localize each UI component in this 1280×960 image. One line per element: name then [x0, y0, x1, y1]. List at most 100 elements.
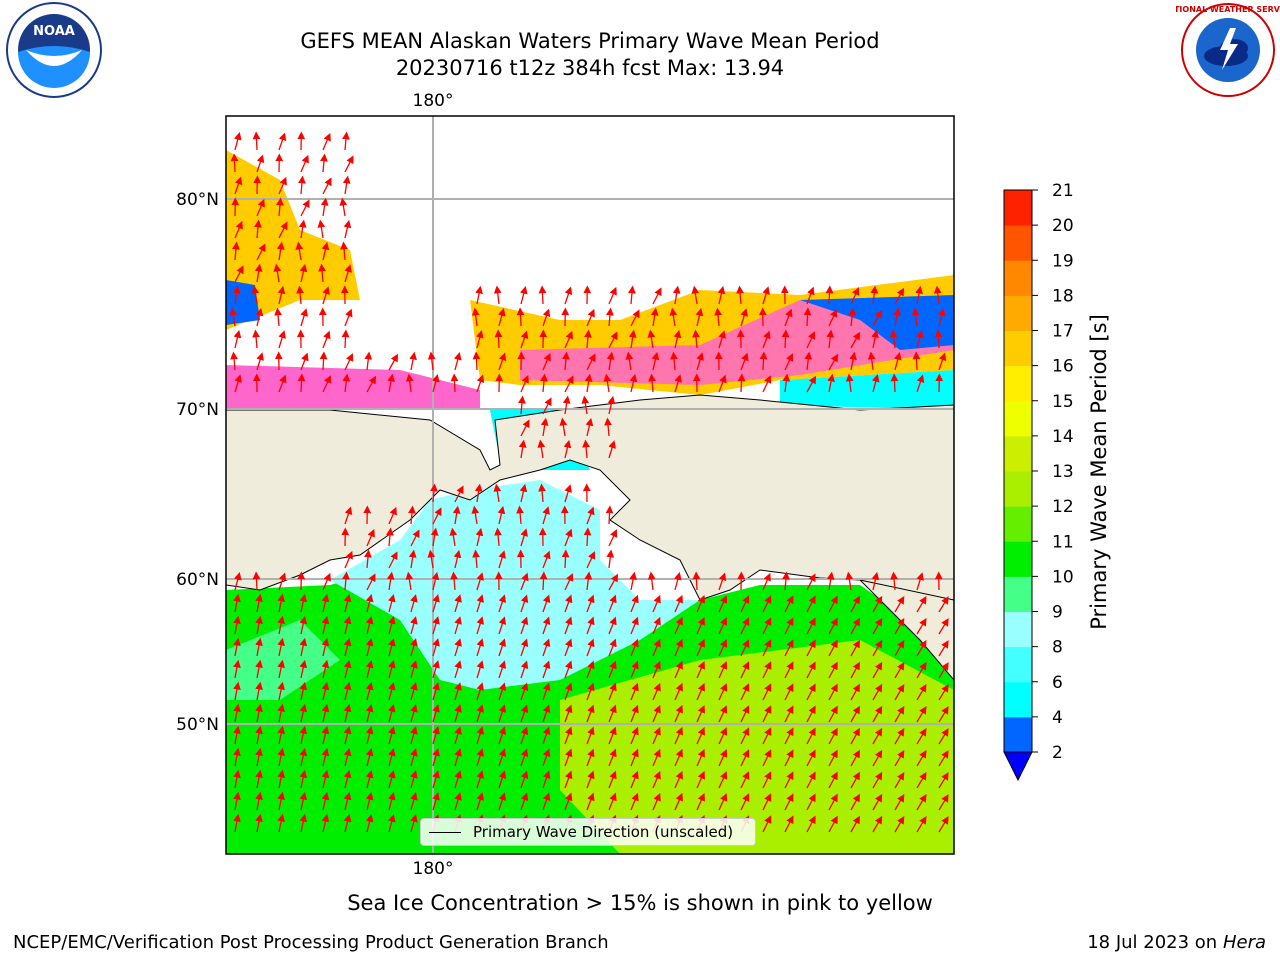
wave-arrow [321, 659, 330, 679]
wave-arrow [255, 747, 263, 767]
wave-arrow [803, 307, 812, 327]
wave-arrow [299, 703, 308, 723]
wave-arrow [475, 527, 484, 547]
wave-arrow [542, 506, 550, 525]
wave-arrow [916, 815, 927, 833]
colorbar-segment [1004, 681, 1032, 718]
wave-arrow [562, 351, 570, 371]
wave-arrow [850, 749, 860, 767]
wave-arrow [321, 747, 330, 767]
lon-label-top: 180° [413, 91, 454, 111]
wave-arrow [872, 639, 883, 657]
wave-arrow [388, 353, 399, 371]
wave-arrow [586, 551, 596, 569]
wave-arrow [674, 638, 683, 657]
wave-arrow [432, 704, 440, 723]
wave-arrow [696, 749, 705, 767]
wave-arrow [520, 616, 529, 635]
wave-arrow [497, 505, 506, 525]
wave-arrow [387, 681, 396, 701]
wave-arrow [652, 682, 661, 701]
wave-arrow [276, 241, 285, 261]
wave-arrow [344, 353, 354, 371]
wave-arrow [696, 617, 705, 635]
wave-arrow [277, 813, 285, 833]
wave-arrow [915, 285, 923, 305]
wave-arrow [674, 792, 683, 811]
wave-arrow [784, 727, 794, 745]
wave-arrow [299, 725, 308, 745]
wave-arrow [343, 747, 352, 767]
wave-arrow [625, 351, 634, 371]
wave-arrow [826, 571, 835, 591]
wave-arrow [498, 704, 507, 723]
colorbar-segment [1004, 295, 1032, 331]
wave-arrow [387, 791, 396, 811]
wave-arrow [542, 616, 551, 635]
wave-arrow [564, 286, 573, 305]
wave-arrow [740, 308, 748, 327]
wave-arrow [299, 615, 308, 635]
wave-arrow [582, 439, 590, 459]
wave-arrow [806, 683, 816, 701]
wave-arrow [364, 351, 373, 371]
wave-arrow [652, 594, 661, 613]
wave-arrow [564, 660, 573, 679]
wave-arrow [784, 705, 794, 723]
wave-arrow [608, 704, 617, 723]
wave-arrow [762, 749, 772, 767]
colorbar-segment [1004, 400, 1032, 437]
wave-arrow [714, 307, 722, 327]
wave-arrow [342, 175, 351, 195]
wave-arrow [762, 705, 772, 723]
wave-arrow [828, 309, 838, 327]
wave-arrow [894, 661, 905, 679]
wave-arrow [542, 594, 551, 613]
wave-arrow [233, 681, 241, 701]
wave-arrow [740, 749, 750, 767]
wave-arrow [828, 617, 838, 635]
wave-arrow [604, 417, 612, 437]
wave-arrow [322, 177, 332, 195]
wave-arrow [674, 594, 683, 613]
wave-arrow [608, 726, 617, 745]
wave-arrow [674, 726, 683, 745]
wave-arrow [938, 772, 949, 789]
wave-arrow [498, 638, 507, 657]
wave-arrow [650, 307, 659, 327]
wave-arrow [321, 769, 330, 789]
wave-arrow [628, 285, 636, 305]
wave-arrow [476, 726, 484, 745]
wave-arrow [427, 351, 436, 371]
wave-arrow [520, 660, 529, 679]
wave-arrow [630, 726, 639, 745]
wave-arrow [630, 616, 639, 635]
wave-arrow [476, 616, 484, 635]
wave-arrow [872, 749, 883, 767]
wave-arrow [916, 661, 927, 679]
wave-arrow [365, 637, 374, 657]
wave-arrow [519, 285, 528, 305]
wave-arrow [343, 703, 352, 723]
wave-arrow [872, 683, 883, 701]
wave-arrow [916, 705, 927, 723]
wave-arrow [410, 529, 420, 547]
wave-arrow [608, 286, 617, 305]
wave-arrow [806, 595, 816, 613]
wave-arrow [806, 815, 816, 833]
wave-arrow [916, 727, 927, 745]
wave-arrow [564, 726, 573, 745]
wave-arrow [740, 661, 750, 679]
wave-arrow [762, 330, 771, 349]
wave-arrow [256, 243, 266, 261]
wave-arrow [472, 351, 481, 371]
wave-arrow [718, 683, 728, 701]
wave-arrow [454, 704, 462, 723]
wave-arrow [806, 661, 816, 679]
wave-arrow [586, 506, 595, 525]
footer-date-text: 18 Jul 2023 on [1087, 932, 1218, 953]
wave-arrow [430, 483, 438, 503]
wave-arrow [321, 813, 330, 833]
wave-arrow [476, 748, 484, 767]
